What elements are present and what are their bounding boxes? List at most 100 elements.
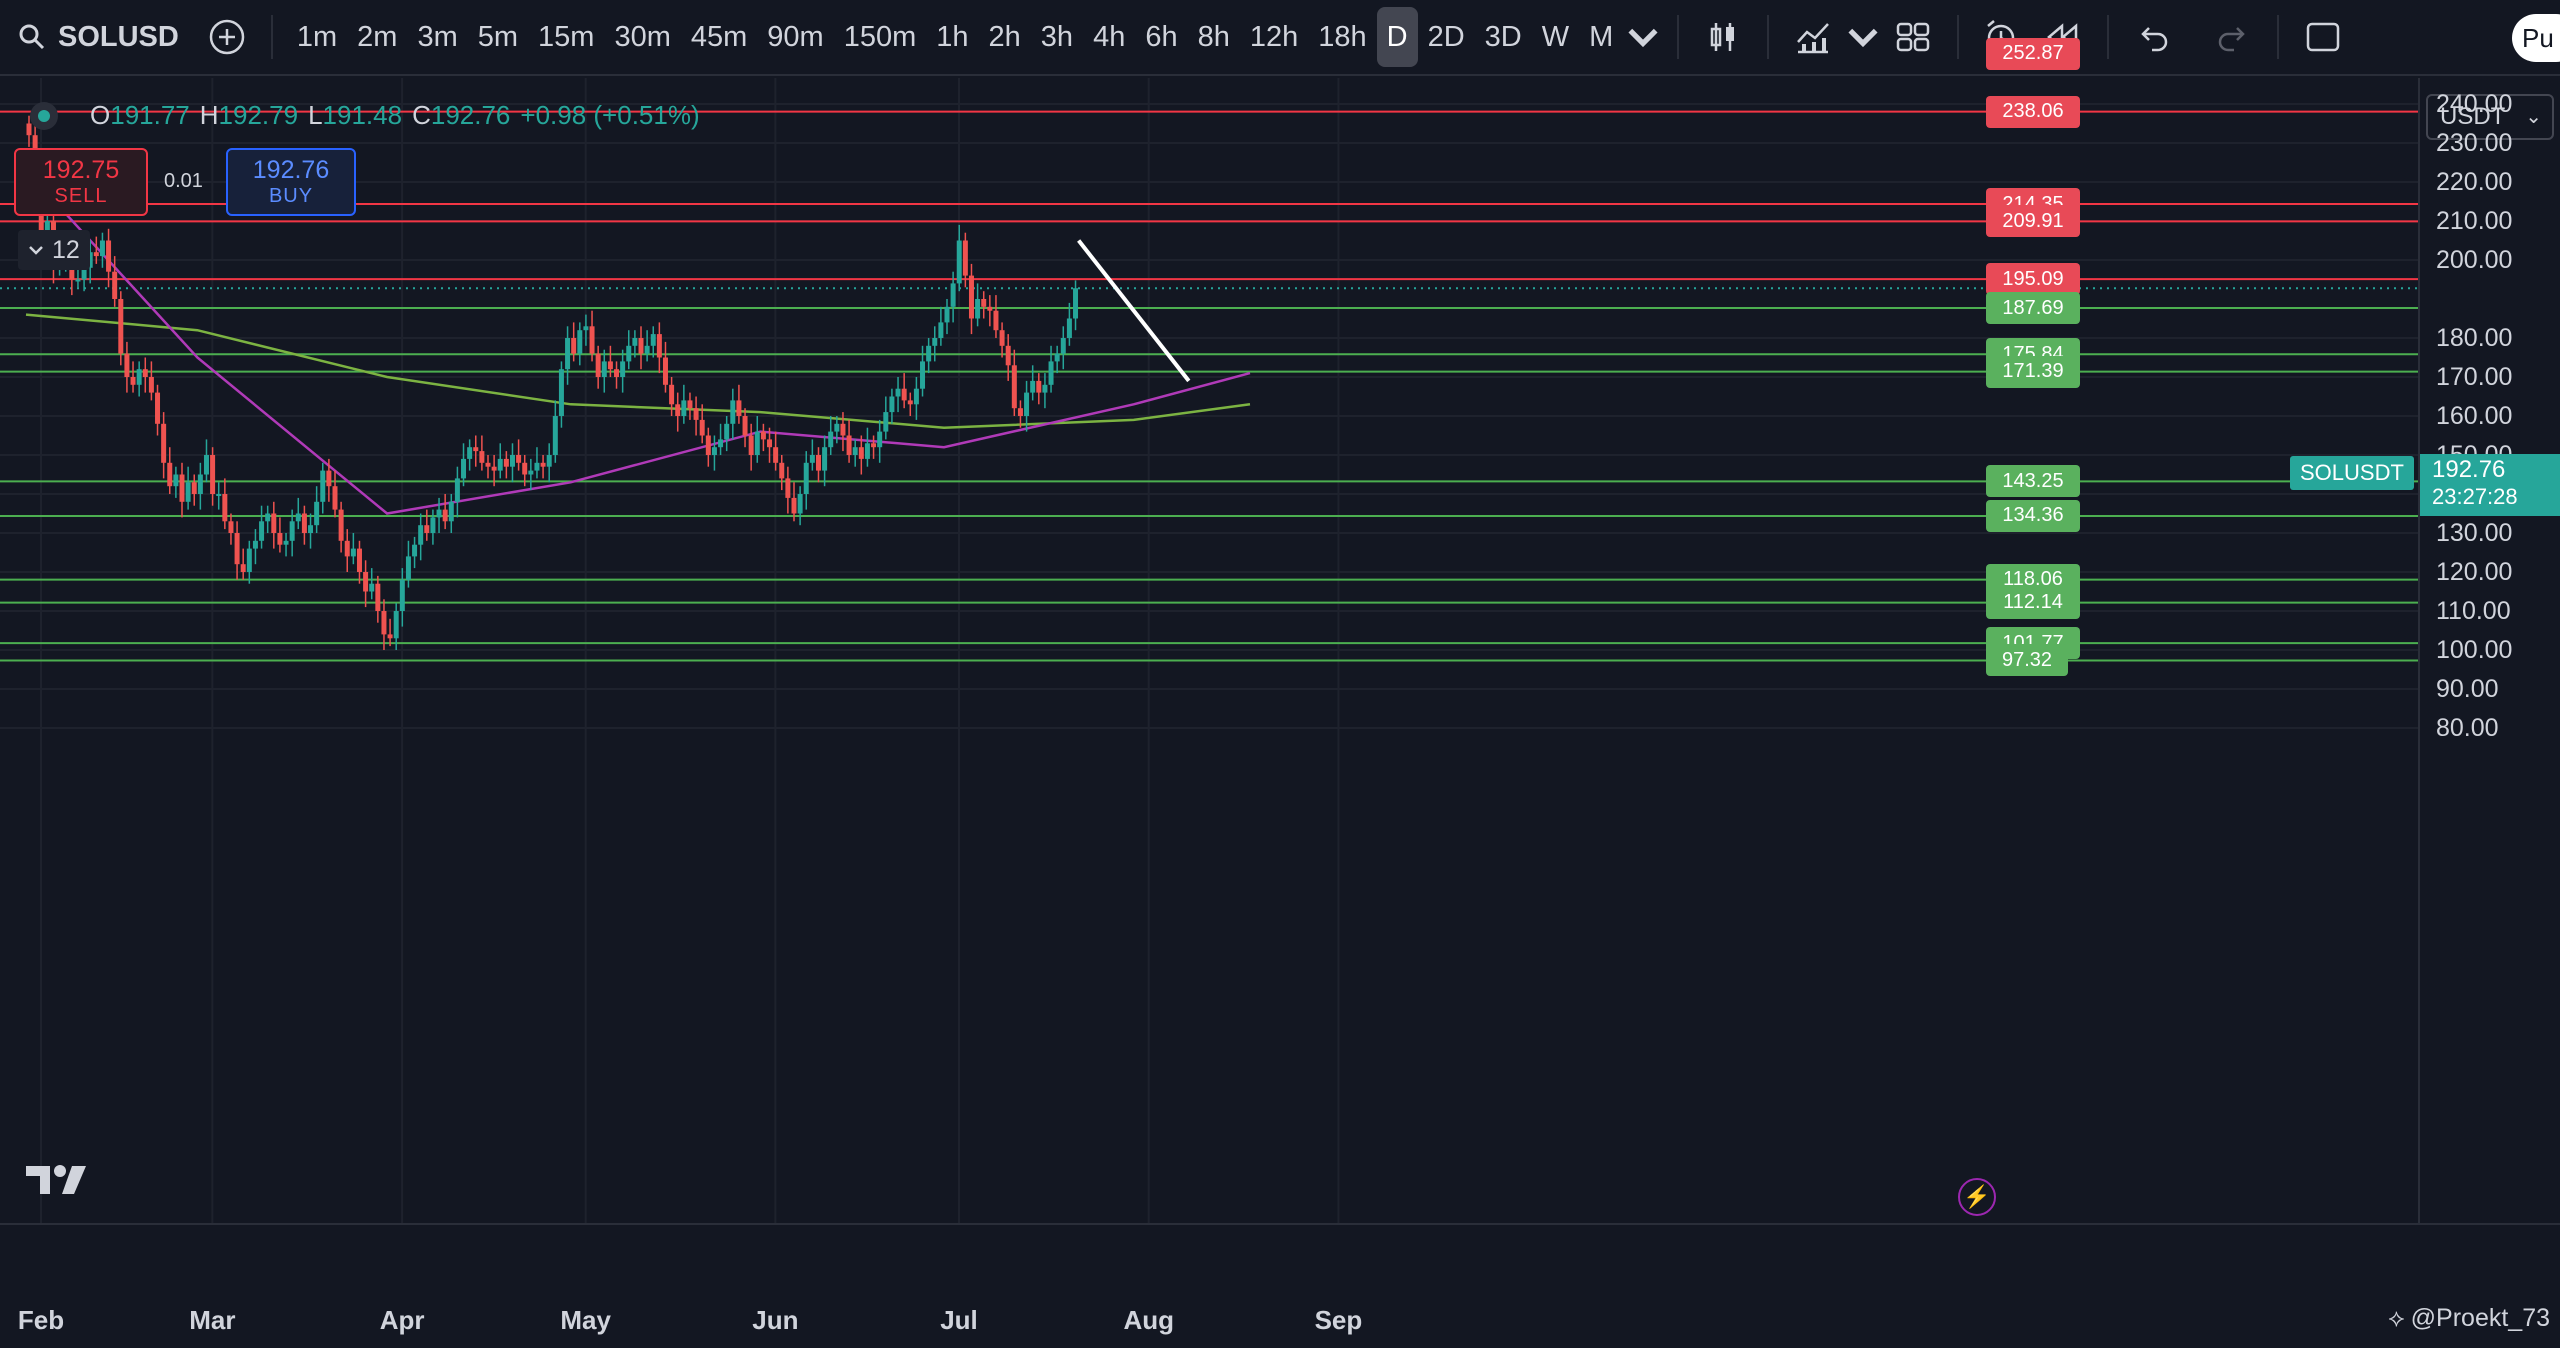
interval-2h[interactable]: 2h — [988, 20, 1021, 53]
candle-body — [191, 482, 197, 494]
candle-body — [356, 548, 362, 572]
interval-12h[interactable]: 12h — [1249, 20, 1299, 53]
candle-body — [295, 513, 301, 522]
candle-body — [840, 423, 846, 436]
interval-m[interactable]: M — [1589, 20, 1614, 53]
interval-90m[interactable]: 90m — [767, 20, 824, 53]
moving-average-short — [25, 169, 1251, 515]
interval-d[interactable]: D — [1376, 7, 1418, 67]
resistance-label[interactable]: 252.87 — [1986, 37, 2080, 70]
trendline-drawing — [1077, 239, 1191, 383]
resistance-label[interactable]: 209.91 — [1986, 205, 2080, 238]
candle-body — [987, 306, 993, 311]
interval-6h[interactable]: 6h — [1145, 20, 1178, 53]
undo-button[interactable] — [2123, 7, 2183, 67]
candle-body — [546, 455, 552, 467]
candle-body — [993, 310, 999, 331]
candle-body — [167, 462, 173, 487]
candle-body — [815, 455, 821, 471]
bar-countdown: 23:27:28 — [2432, 484, 2518, 509]
interval-dropdown-button[interactable] — [1623, 7, 1663, 67]
symbol-search[interactable]: SOLUSD — [0, 7, 197, 67]
price-tick: 210.00 — [2436, 207, 2513, 235]
candle-body — [760, 431, 766, 440]
currency-select[interactable]: USDT ⌄ — [2426, 94, 2554, 140]
candle-body — [889, 396, 895, 413]
interval-8h[interactable]: 8h — [1197, 20, 1230, 53]
candle-body — [399, 579, 405, 611]
candle-body — [430, 517, 436, 533]
fullscreen-button[interactable] — [2293, 7, 2353, 67]
candle-body — [767, 439, 773, 448]
resistance-label[interactable]: 238.06 — [1986, 95, 2080, 128]
interval-30m[interactable]: 30m — [614, 20, 671, 53]
price-tick: 160.00 — [2436, 402, 2513, 430]
candle-body — [369, 583, 375, 592]
indicators-button[interactable] — [1783, 7, 1843, 67]
redo-button[interactable] — [2203, 7, 2263, 67]
current-price-tag: 192.76 23:27:28 — [2420, 454, 2560, 516]
publish-button[interactable]: Pu — [2512, 14, 2560, 62]
support-label[interactable]: 112.14 — [1986, 586, 2080, 619]
price-tick: 110.00 — [2436, 597, 2511, 625]
interval-w[interactable]: W — [1541, 20, 1570, 53]
candle-body — [595, 353, 601, 377]
candle-body — [895, 388, 901, 397]
candle-body — [338, 509, 344, 541]
visibility-toggle-icon[interactable] — [30, 101, 58, 130]
candle-body — [656, 334, 662, 358]
candle-body — [179, 474, 185, 502]
indicators-collapse-button[interactable]: 12 — [18, 230, 90, 270]
support-label[interactable]: 187.69 — [1986, 292, 2080, 324]
compare-symbol-button[interactable] — [197, 7, 257, 67]
interval-3h[interactable]: 3h — [1040, 20, 1074, 53]
interval-3d[interactable]: 3D — [1484, 20, 1522, 53]
tradingview-logo[interactable] — [24, 1160, 90, 1203]
support-label[interactable]: 143.25 — [1986, 465, 2080, 498]
sell-button[interactable]: 192.75 SELL — [14, 148, 148, 216]
interval-15m[interactable]: 15m — [538, 20, 595, 53]
candle-body — [412, 544, 418, 557]
candle-body — [222, 494, 228, 522]
indicators-dropdown-button[interactable] — [1843, 7, 1883, 67]
interval-3m[interactable]: 3m — [417, 20, 458, 53]
close-value: 192.76 — [430, 100, 511, 130]
candle-body — [26, 123, 32, 136]
candle-body — [913, 388, 919, 405]
candle-body — [999, 330, 1005, 346]
candle-body — [479, 451, 485, 463]
price-tick: 200.00 — [2436, 246, 2513, 274]
support-label[interactable]: 97.32 — [1986, 644, 2068, 677]
candle-body — [589, 326, 595, 354]
toolbar-divider — [2277, 15, 2280, 59]
support-label[interactable]: 171.39 — [1986, 355, 2080, 388]
chart-type-button[interactable] — [1693, 7, 1753, 67]
interval-1h[interactable]: 1h — [936, 20, 969, 53]
lightning-icon[interactable]: ⚡ — [1958, 1178, 1996, 1216]
interval-45m[interactable]: 45m — [690, 20, 748, 53]
high-value: 192.79 — [218, 100, 299, 130]
candle-body — [81, 267, 87, 280]
resistance-label[interactable]: 195.09 — [1986, 263, 2080, 296]
candle-body — [497, 458, 503, 471]
candle-body — [681, 400, 687, 416]
toolbar-divider — [2107, 15, 2110, 59]
price-tick: 180.00 — [2436, 324, 2513, 352]
layouts-button[interactable] — [1883, 7, 1943, 67]
price-scale[interactable]: USDT ⌄ 240.00 230.00 220.00 210.00 200.00 180… — [2418, 78, 2560, 1223]
time-scale[interactable]: Feb Mar Apr May Jun Jul Aug Sep — [0, 1223, 2560, 1348]
interval-18h[interactable]: 18h — [1318, 20, 1367, 53]
spread-value: 0.01 — [164, 170, 203, 192]
plus-circle-icon — [209, 19, 245, 55]
support-label[interactable]: 134.36 — [1986, 499, 2080, 532]
interval-150m[interactable]: 150m — [843, 20, 917, 53]
interval-1m[interactable]: 1m — [296, 20, 338, 53]
interval-2m[interactable]: 2m — [357, 20, 398, 53]
interval-5m[interactable]: 5m — [477, 20, 519, 53]
interval-4h[interactable]: 4h — [1093, 20, 1126, 53]
buy-button[interactable]: 192.76 BUY — [226, 148, 356, 216]
candle-body — [791, 497, 797, 514]
interval-2d[interactable]: 2D — [1427, 20, 1465, 53]
toolbar-divider — [1767, 15, 1770, 59]
price-tick: 80.00 — [2436, 714, 2499, 742]
